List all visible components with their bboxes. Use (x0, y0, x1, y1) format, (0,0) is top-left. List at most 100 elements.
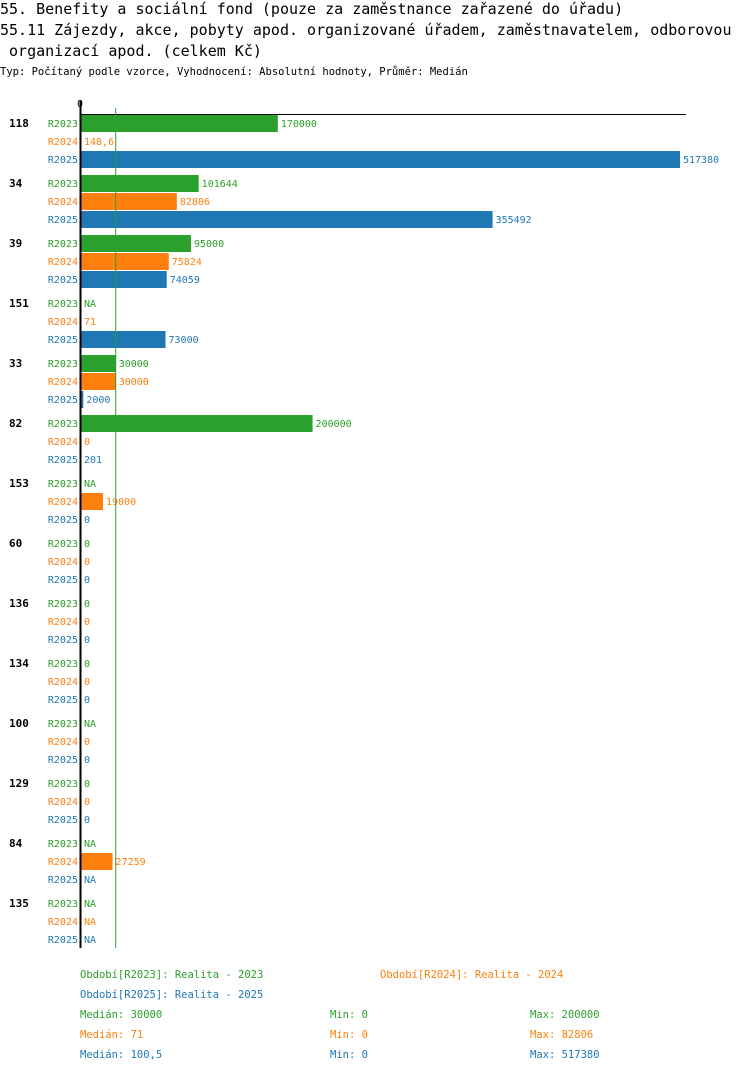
legend-min-2025: Min: 0 (330, 1049, 368, 1061)
group-label: 39 (9, 237, 22, 250)
value-label-R2025: 0 (84, 575, 90, 586)
value-label-R2024: 30000 (119, 377, 149, 388)
value-label-R2025: 0 (84, 695, 90, 706)
legend-median-2023: Medián: 30000 (80, 1009, 163, 1021)
value-label-R2024: 0 (84, 677, 90, 688)
series-label-R2025: R2025 (48, 515, 78, 526)
value-label-R2024: 0 (84, 797, 90, 808)
value-label-R2023: NA (84, 479, 96, 490)
series-label-R2023: R2023 (48, 179, 78, 190)
value-label-R2023: NA (84, 839, 96, 850)
value-label-R2023: 200000 (316, 419, 352, 430)
series-label-R2025: R2025 (48, 215, 78, 226)
series-label-R2025: R2025 (48, 815, 78, 826)
series-label-R2023: R2023 (48, 119, 78, 130)
series-label-R2024: R2024 (48, 557, 78, 568)
bar-R2023 (81, 115, 278, 132)
bar-R2025 (81, 211, 493, 228)
series-label-R2023: R2023 (48, 239, 78, 250)
legend-min-2023: Min: 0 (330, 1009, 368, 1021)
value-label-R2025: 0 (84, 755, 90, 766)
value-label-R2025: 73000 (169, 335, 199, 346)
value-label-R2025: 0 (84, 515, 90, 526)
bar-R2024 (81, 253, 169, 270)
bar-R2023 (81, 175, 199, 192)
legend-period-2023: Období[R2023]: Realita - 2023 (80, 969, 264, 981)
value-label-R2023: 30000 (119, 359, 149, 370)
value-label-R2025: 201 (84, 455, 102, 466)
bar-R2025 (81, 391, 84, 408)
value-label-R2025: 517380 (683, 155, 719, 166)
series-label-R2024: R2024 (48, 377, 78, 388)
series-label-R2023: R2023 (48, 359, 78, 370)
series-label-R2025: R2025 (48, 875, 78, 886)
series-label-R2024: R2024 (48, 737, 78, 748)
series-label-R2024: R2024 (48, 617, 78, 628)
group-label: 84 (9, 837, 23, 850)
value-label-R2025: 0 (84, 635, 90, 646)
series-label-R2025: R2025 (48, 155, 78, 166)
series-label-R2025: R2025 (48, 455, 78, 466)
value-label-R2024: 75824 (172, 257, 202, 268)
series-label-R2024: R2024 (48, 677, 78, 688)
bar-R2024 (81, 193, 177, 210)
group-label: 33 (9, 357, 22, 370)
group-label: 34 (9, 177, 23, 190)
value-label-R2024: 27259 (116, 857, 146, 868)
bar-R2023 (81, 235, 191, 252)
value-label-R2025: 74059 (170, 275, 200, 286)
series-label-R2024: R2024 (48, 437, 78, 448)
series-label-R2023: R2023 (48, 299, 78, 310)
series-label-R2023: R2023 (48, 659, 78, 670)
series-label-R2024: R2024 (48, 797, 78, 808)
series-label-R2025: R2025 (48, 275, 78, 286)
series-label-R2024: R2024 (48, 917, 78, 928)
value-label-R2024: 19000 (106, 497, 136, 508)
value-label-R2023: 0 (84, 659, 90, 670)
series-label-R2023: R2023 (48, 419, 78, 430)
value-label-R2024: 82806 (180, 197, 210, 208)
group-label: 151 (9, 297, 29, 310)
bar-R2025 (81, 151, 680, 168)
group-label: 60 (9, 537, 22, 550)
chart-title-line-1: 55. Benefity a sociální fond (pouze za z… (0, 0, 624, 18)
value-label-R2025: 355492 (496, 215, 532, 226)
value-label-R2025: 2000 (86, 395, 110, 406)
bar-R2024 (81, 493, 103, 510)
series-label-R2023: R2023 (48, 719, 78, 730)
value-label-R2024: 148,6 (84, 137, 114, 148)
value-label-R2023: 0 (84, 539, 90, 550)
legend-max-2025: Max: 517380 (530, 1049, 600, 1061)
bar-chart: 0 118 R2023 170000 R2024 148,6 R2025 517380 34 R2… (9, 99, 719, 948)
value-label-R2023: 0 (84, 779, 90, 790)
group-label: 153 (9, 477, 29, 490)
value-label-R2023: 170000 (281, 119, 317, 130)
group-label: 135 (9, 897, 29, 910)
legend-median-2024: Medián: 71 (80, 1029, 144, 1041)
legend-max-2023: Max: 200000 (530, 1009, 600, 1021)
bar-R2024 (81, 853, 113, 870)
value-label-R2025: 0 (84, 815, 90, 826)
legend-min-2024: Min: 0 (330, 1029, 368, 1041)
value-label-R2024: 0 (84, 437, 90, 448)
value-label-R2024: 71 (84, 317, 96, 328)
value-label-R2025: NA (84, 935, 96, 946)
series-label-R2025: R2025 (48, 935, 78, 946)
bar-R2023 (81, 355, 116, 372)
legend-period-2025: Období[R2025]: Realita - 2025 (80, 989, 264, 1001)
legend-max-2024: Max: 82806 (530, 1029, 594, 1041)
value-label-R2023: NA (84, 719, 96, 730)
series-label-R2024: R2024 (48, 857, 78, 868)
value-label-R2024: NA (84, 917, 96, 928)
legend-period-2024: Období[R2024]: Realita - 2024 (380, 969, 564, 981)
value-label-R2023: 101644 (202, 179, 238, 190)
group-label: 118 (9, 117, 29, 130)
value-label-R2025: NA (84, 875, 96, 886)
series-label-R2024: R2024 (48, 197, 78, 208)
series-label-R2023: R2023 (48, 899, 78, 910)
group-label: 129 (9, 777, 29, 790)
series-label-R2025: R2025 (48, 635, 78, 646)
series-label-R2023: R2023 (48, 539, 78, 550)
series-label-R2023: R2023 (48, 479, 78, 490)
bar-R2025 (81, 271, 167, 288)
